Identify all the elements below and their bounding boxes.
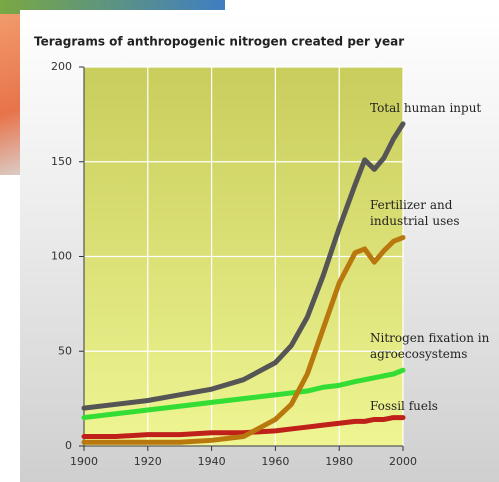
- x-tick-label: 2000: [389, 455, 417, 468]
- series-label: Total human input: [370, 101, 482, 115]
- chart-title: Teragrams of anthropogenic nitrogen crea…: [34, 35, 404, 49]
- y-tick-label: 100: [51, 250, 72, 263]
- series-label: Fertilizer and industrial uses: [370, 198, 460, 228]
- x-tick-label: 1980: [325, 455, 353, 468]
- x-tick-label: 1900: [70, 455, 98, 468]
- x-tick-label: 1940: [198, 455, 226, 468]
- series-line: [81, 415, 406, 440]
- x-tick-label: 1960: [261, 455, 289, 468]
- y-tick-label: 150: [51, 155, 72, 168]
- series-line: [81, 121, 406, 411]
- y-tick-label: 0: [65, 439, 72, 452]
- series-label: Nitrogen fixation in agroecosystems: [370, 331, 490, 361]
- series-line: [81, 235, 406, 445]
- y-tick-label: 200: [51, 60, 72, 73]
- series-label: Fossil fuels: [370, 399, 438, 413]
- y-tick-label: 50: [58, 344, 72, 357]
- x-tick-label: 1920: [134, 455, 162, 468]
- series-line: [81, 367, 406, 421]
